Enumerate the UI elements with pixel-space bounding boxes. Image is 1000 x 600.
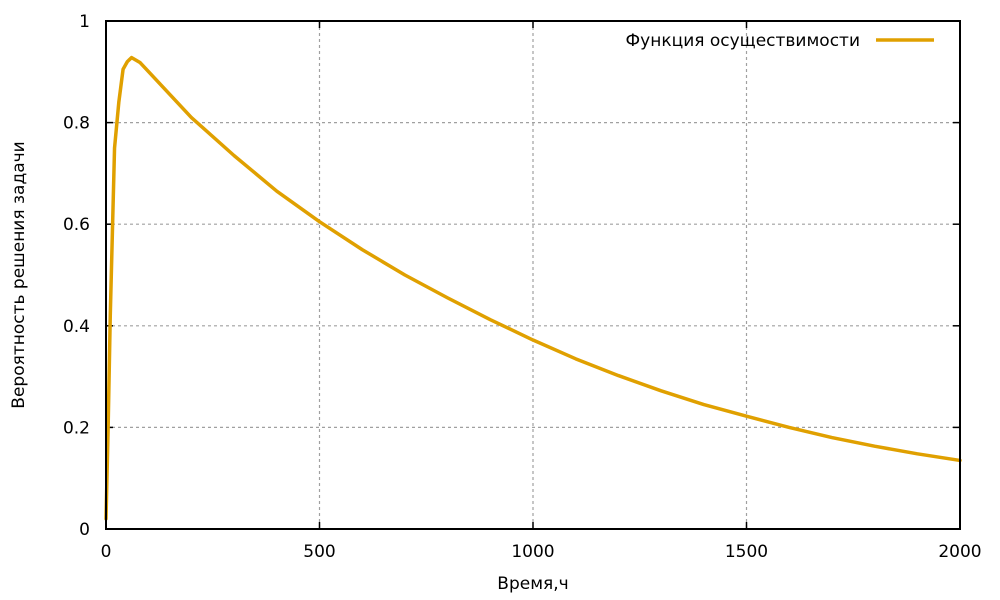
- series-line: [104, 55, 962, 521]
- legend: Функция осуществимости: [626, 31, 934, 51]
- x-tick-label: 0: [101, 542, 112, 562]
- x-tick-label: 1500: [725, 542, 768, 562]
- x-tick-label: 500: [303, 542, 335, 562]
- y-tick-label: 1: [79, 12, 90, 32]
- y-tick-label: 0: [79, 520, 90, 540]
- series-layer: [104, 55, 962, 521]
- legend-label: Функция осуществимости: [626, 31, 860, 51]
- y-tick-label: 0.4: [63, 317, 90, 337]
- y-tick-label: 0.6: [63, 215, 90, 235]
- x-tick-label: 1000: [511, 542, 554, 562]
- y-tick-label: 0.8: [63, 114, 90, 134]
- x-tick-label: 2000: [938, 542, 981, 562]
- x-axis-label: Время,ч: [497, 574, 568, 594]
- grid: [106, 21, 960, 529]
- plot-frame: [105, 20, 961, 530]
- y-axis-label: Вероятность решения задачи: [9, 141, 29, 408]
- ticks: 0 500 1000 1500 2000 0 0.2 0.4 0.6 0.8 1: [63, 12, 982, 562]
- y-tick-label: 0.2: [63, 418, 90, 438]
